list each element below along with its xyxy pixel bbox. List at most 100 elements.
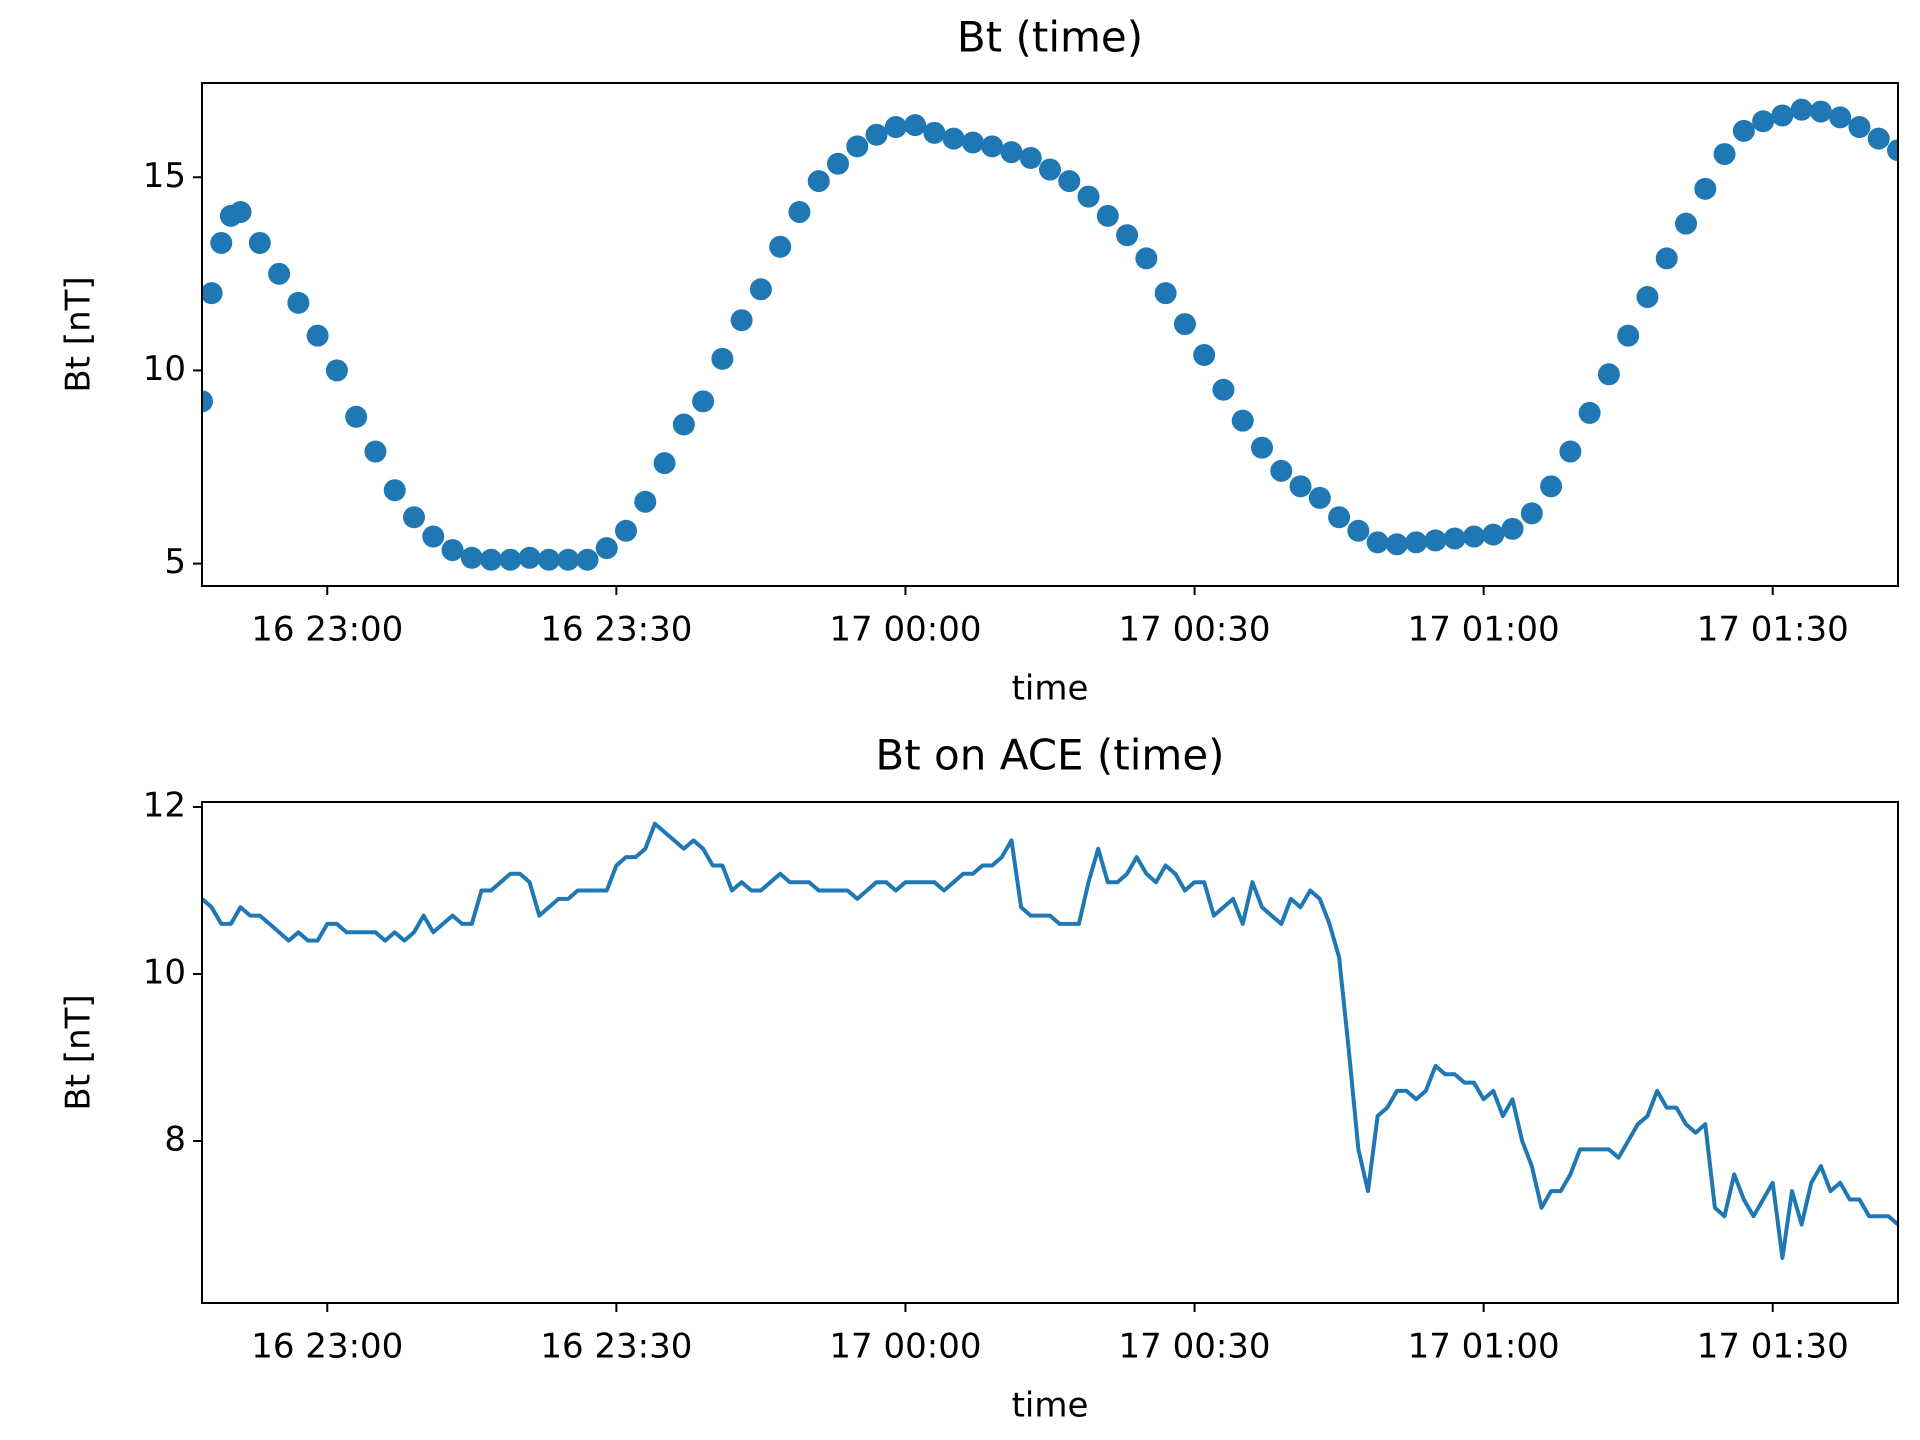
- point: [557, 548, 580, 571]
- point: [1193, 343, 1216, 366]
- chart-title: Bt (time): [957, 13, 1143, 62]
- point: [306, 324, 329, 347]
- point: [1848, 116, 1871, 139]
- point: [1366, 531, 1389, 554]
- point: [1443, 527, 1466, 550]
- x-tick-label: 17 01:30: [1697, 610, 1849, 650]
- point: [1867, 127, 1890, 150]
- point: [1559, 440, 1582, 463]
- point: [1790, 98, 1813, 121]
- point: [210, 231, 233, 254]
- axes-frame: [201, 801, 1899, 1304]
- point: [460, 546, 483, 569]
- point: [1116, 224, 1139, 247]
- point: [1675, 212, 1697, 235]
- point: [403, 506, 425, 529]
- point: [1829, 106, 1852, 129]
- y-tick-label: 15: [143, 156, 186, 196]
- point: [248, 231, 271, 254]
- point: [1809, 100, 1832, 123]
- point: [730, 309, 753, 332]
- point: [1039, 158, 1061, 181]
- x-tick-label: 17 00:00: [829, 610, 981, 650]
- point: [807, 170, 830, 193]
- y-axis-label: Bt [nT]: [59, 994, 99, 1110]
- point: [1617, 324, 1640, 347]
- x-tick-label: 17 00:00: [829, 1327, 981, 1367]
- point: [1424, 529, 1447, 552]
- point: [634, 490, 657, 513]
- point: [1636, 286, 1659, 309]
- point: [653, 452, 676, 475]
- point: [287, 291, 310, 314]
- chart-title: Bt on ACE (time): [875, 731, 1224, 780]
- point: [576, 548, 599, 571]
- y-tick-label: 10: [143, 349, 186, 389]
- point: [846, 135, 869, 158]
- x-tick-label: 16 23:00: [251, 610, 403, 650]
- marks: [202, 821, 1898, 1260]
- point: [1289, 475, 1312, 498]
- point: [904, 114, 927, 137]
- point: [202, 390, 213, 413]
- point: [1501, 517, 1524, 540]
- x-tick-label: 16 23:30: [540, 1327, 692, 1367]
- x-tick-label: 17 00:30: [1119, 1327, 1271, 1367]
- point: [441, 539, 464, 562]
- point: [923, 121, 946, 144]
- point: [1077, 185, 1100, 208]
- x-tick-label: 16 23:00: [251, 1327, 403, 1367]
- point: [422, 525, 445, 548]
- point: [1251, 436, 1273, 459]
- point: [1405, 531, 1428, 554]
- point: [1540, 475, 1563, 498]
- x-tick-label: 17 01:00: [1408, 1327, 1560, 1367]
- point: [480, 548, 503, 571]
- point: [711, 347, 734, 370]
- point: [345, 405, 368, 428]
- point: [1385, 533, 1408, 556]
- point: [364, 440, 387, 463]
- point: [537, 548, 560, 571]
- point: [1771, 104, 1794, 127]
- point: [202, 282, 223, 305]
- x-tick-label: 16 23:30: [540, 610, 692, 650]
- y-tick-label: 10: [143, 953, 186, 993]
- point: [1694, 177, 1717, 200]
- point: [229, 201, 252, 224]
- point: [1655, 247, 1678, 270]
- point: [1270, 459, 1293, 482]
- point: [788, 201, 811, 224]
- point: [1135, 247, 1158, 270]
- point: [1887, 139, 1898, 162]
- point: [1173, 313, 1196, 336]
- point: [325, 359, 348, 382]
- point: [1347, 519, 1370, 542]
- point: [884, 116, 907, 139]
- x-tick-label: 17 01:30: [1697, 1327, 1849, 1367]
- point: [1463, 525, 1485, 548]
- point: [827, 152, 849, 175]
- point: [1096, 204, 1119, 227]
- point: [1732, 119, 1755, 142]
- point: [1520, 502, 1543, 525]
- point: [1000, 141, 1023, 164]
- point: [1713, 143, 1736, 166]
- point: [1154, 282, 1177, 305]
- line: [202, 821, 1898, 1260]
- point: [595, 537, 618, 560]
- point: [499, 548, 522, 571]
- y-tick-label: 5: [164, 542, 186, 582]
- point: [1231, 409, 1254, 432]
- x-axis-label: time: [1012, 1386, 1089, 1426]
- point: [961, 131, 984, 154]
- y-tick-label: 12: [143, 786, 186, 826]
- point: [769, 235, 792, 258]
- point: [981, 135, 1004, 158]
- x-tick-label: 17 00:30: [1119, 610, 1271, 650]
- point: [1308, 486, 1331, 509]
- x-tick-label: 17 01:00: [1408, 610, 1560, 650]
- point: [1578, 401, 1601, 424]
